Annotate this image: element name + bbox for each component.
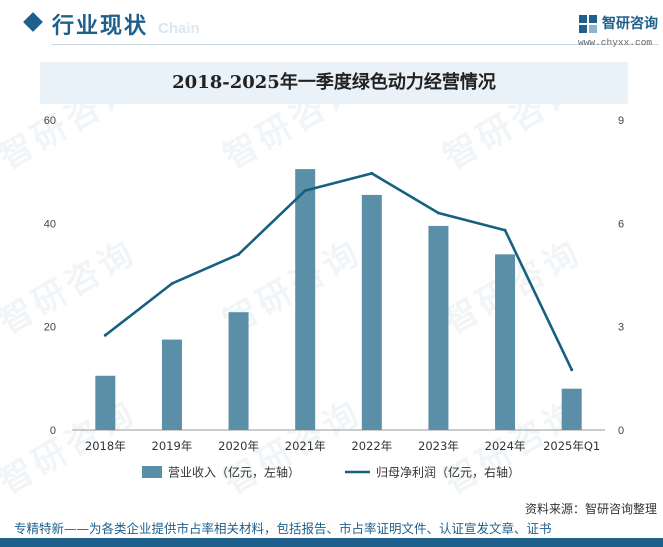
- section-title: 行业现状: [52, 14, 149, 39]
- line-series: [104, 172, 573, 372]
- y-left-tick-label: 40: [44, 218, 56, 230]
- bar: [495, 254, 516, 430]
- line-point: [103, 333, 107, 337]
- brand-logo-icon: [579, 15, 597, 33]
- line-point: [303, 189, 307, 193]
- line-point: [503, 228, 507, 232]
- chart-title-band: [40, 62, 628, 104]
- bar: [161, 339, 182, 430]
- x-tick-label: 2019年: [152, 439, 193, 453]
- bar: [428, 225, 449, 430]
- bar: [561, 388, 582, 430]
- bar: [228, 312, 249, 430]
- line-point: [570, 368, 574, 372]
- line-point: [170, 282, 174, 286]
- footer-tagline: 专精特新——为各类企业提供市占率相关材料，包括报告、市占率证明文件、认证宣发文章…: [14, 521, 552, 536]
- header: 行业现状 Chain 智研咨询 www.chyxx.com: [0, 0, 663, 48]
- y-right-tick-label: 6: [618, 218, 624, 230]
- x-tick-label: 2021年: [285, 439, 326, 453]
- bar: [295, 169, 316, 430]
- y-right-tick-label: 9: [618, 115, 624, 127]
- line-point: [370, 171, 374, 175]
- chart-title: 2018-2025年一季度绿色动力经营情况: [172, 72, 496, 93]
- y-left-tick-label: 20: [44, 322, 56, 334]
- footer-bar: [0, 538, 663, 547]
- section-ghost-text: Chain: [158, 20, 200, 37]
- legend-label: 营业收入（亿元，左轴）: [168, 465, 300, 480]
- y-left-tick-label: 0: [50, 425, 56, 437]
- diamond-icon: [23, 12, 43, 32]
- bar: [95, 375, 116, 430]
- source-note: 资料来源：智研咨询整理: [524, 502, 657, 516]
- x-tick-label: 2018年: [85, 439, 126, 453]
- x-tick-label: 2022年: [351, 439, 392, 453]
- x-tick-label: 2024年: [485, 439, 526, 453]
- y-left-tick-label: 60: [44, 115, 56, 127]
- line-point: [436, 211, 440, 215]
- x-tick-label: 2023年: [418, 439, 459, 453]
- header-divider: [52, 44, 658, 45]
- y-right-tick-label: 3: [618, 322, 624, 334]
- chart-area: 0 20 40 60 0 3 6 9 2018年 2019年 2020年 2021年 2022年 2023…: [44, 115, 624, 480]
- bar: [361, 194, 382, 430]
- legend-label: 归母净利润（亿元，右轴）: [376, 465, 520, 480]
- legend-bar-swatch: [142, 466, 162, 478]
- y-right-tick-label: 0: [618, 425, 624, 437]
- x-tick-label: 2025年Q1: [543, 439, 600, 453]
- line-point: [237, 252, 241, 256]
- brand-name: 智研咨询: [602, 16, 658, 32]
- brand-url: www.chyxx.com: [578, 37, 653, 48]
- x-tick-label: 2020年: [218, 439, 259, 453]
